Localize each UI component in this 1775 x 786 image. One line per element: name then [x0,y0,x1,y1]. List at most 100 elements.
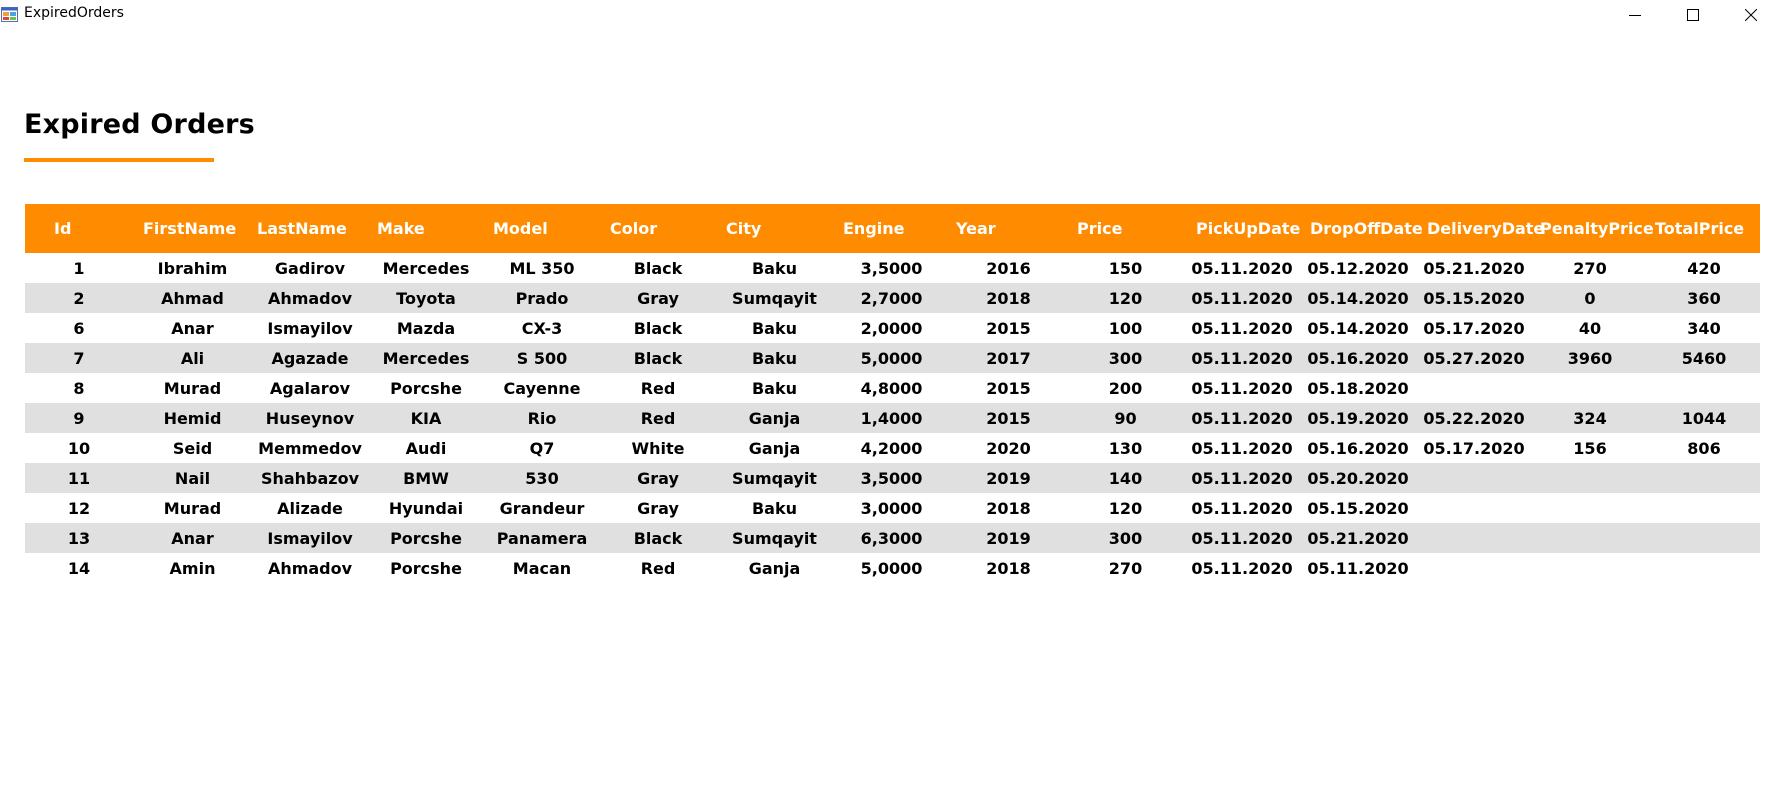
cell-penaltyprice[interactable]: 270 [1573,258,1607,278]
cell-engine[interactable]: 4,2000 [860,438,923,458]
column-header-price[interactable]: Price [1067,204,1184,253]
cell-pickupdate[interactable]: 05.11.2020 [1191,498,1293,518]
cell-city[interactable]: Ganja [748,438,801,458]
cell-penaltyprice[interactable]: 3960 [1532,343,1648,373]
cell-pickupdate[interactable]: 05.11.2020 [1184,343,1300,373]
cell-id[interactable]: 13 [25,523,133,553]
cell-make[interactable]: Mazda [396,318,456,338]
cell-dropoffdate[interactable]: 05.15.2020 [1307,498,1409,518]
cell-make[interactable]: Toyota [368,283,484,313]
cell-model[interactable]: Grandeur [499,498,585,518]
cell-price[interactable]: 90 [1067,403,1184,433]
cell-make[interactable]: BMW [368,463,484,493]
cell-deliverydate[interactable]: 05.22.2020 [1416,403,1532,433]
cell-color[interactable]: Gray [637,498,679,518]
cell-make[interactable]: Porcshe [390,558,462,578]
cell-color[interactable]: Red [640,558,676,578]
column-header-penaltyprice[interactable]: PenaltyPrice [1532,204,1654,253]
cell-price[interactable]: 140 [1067,463,1184,493]
table-row[interactable]: 2 Ahmad Ahmadov Toyota Prado Gray Sumqayit 2,70… [25,283,1760,313]
cell-deliverydate[interactable]: 05.17.2020 [1423,318,1525,338]
cell-totalprice[interactable] [1648,523,1760,553]
cell-dropoffdate[interactable]: 05.12.2020 [1307,258,1409,278]
cell-make[interactable]: Porcshe [390,378,462,398]
cell-city[interactable]: Ganja [748,558,801,578]
minimize-button[interactable] [1606,0,1664,30]
cell-pickupdate[interactable]: 05.11.2020 [1191,378,1293,398]
cell-engine[interactable]: 3,5000 [833,463,950,493]
cell-city[interactable]: Sumqayit [716,463,833,493]
cell-lastname[interactable]: Alizade [277,498,343,518]
cell-city[interactable]: Baku [716,343,833,373]
cell-lastname[interactable]: Agalarov [269,378,351,398]
cell-penaltyprice[interactable] [1532,373,1648,403]
cell-totalprice[interactable]: 1044 [1648,403,1760,433]
cell-price[interactable]: 120 [1108,498,1143,518]
cell-firstname[interactable]: Nail [133,463,252,493]
cell-lastname[interactable]: Shahbazov [252,463,368,493]
column-header-lastname[interactable]: LastName [252,204,368,253]
cell-penaltyprice[interactable]: 324 [1532,403,1648,433]
cell-year[interactable]: 2018 [986,498,1031,518]
cell-dropoffdate[interactable]: 05.14.2020 [1300,283,1416,313]
cell-color[interactable]: Gray [600,463,716,493]
close-button[interactable] [1722,0,1775,30]
cell-deliverydate[interactable]: 05.15.2020 [1416,283,1532,313]
cell-id[interactable]: 7 [25,343,133,373]
cell-model[interactable]: ML 350 [509,258,575,278]
column-header-city[interactable]: City [716,204,833,253]
table-row[interactable]: 10 Seid Memmedov Audi Q7 White Ganja 4,2000 2020… [25,433,1760,463]
cell-firstname[interactable]: Ahmad [133,283,252,313]
cell-year[interactable]: 2020 [986,438,1031,458]
cell-city[interactable]: Baku [751,498,798,518]
cell-dropoffdate[interactable]: 05.14.2020 [1307,318,1409,338]
cell-id[interactable]: 9 [25,403,133,433]
cell-lastname[interactable]: Ahmadov [267,558,353,578]
cell-price[interactable]: 300 [1067,523,1184,553]
table-row[interactable]: 11 Nail Shahbazov BMW 530 Gray Sumqayit 3,5000 2… [25,463,1760,493]
table-row[interactable]: 12 Murad Alizade Hyundai Grandeur Gray Baku 3,0… [25,493,1760,523]
cell-pickupdate[interactable]: 05.11.2020 [1191,258,1293,278]
cell-city[interactable]: Sumqayit [716,283,833,313]
column-header-totalprice[interactable]: TotalPrice [1648,204,1760,253]
table-row[interactable]: 14 Amin Ahmadov Porcshe Macan Red Ganja 5,0000 2… [25,553,1760,583]
cell-totalprice[interactable]: 5460 [1648,343,1760,373]
cell-color[interactable]: Black [633,318,683,338]
cell-year[interactable]: 2017 [950,343,1067,373]
cell-deliverydate[interactable] [1416,373,1532,403]
cell-penaltyprice[interactable]: 40 [1578,318,1602,338]
cell-dropoffdate[interactable]: 05.16.2020 [1300,343,1416,373]
cell-model[interactable]: Q7 [529,438,555,458]
column-header-firstname[interactable]: FirstName [133,204,252,253]
cell-model[interactable]: S 500 [484,343,600,373]
cell-id[interactable]: 12 [67,498,91,518]
cell-dropoffdate[interactable]: 05.11.2020 [1307,558,1409,578]
cell-price[interactable]: 300 [1067,343,1184,373]
cell-dropoffdate[interactable]: 05.16.2020 [1307,438,1409,458]
cell-city[interactable]: Baku [751,378,798,398]
cell-firstname[interactable]: Murad [163,378,222,398]
cell-lastname[interactable]: Agazade [252,343,368,373]
cell-city[interactable]: Baku [751,318,798,338]
cell-city[interactable]: Sumqayit [716,523,833,553]
cell-totalprice[interactable]: 360 [1648,283,1760,313]
cell-lastname[interactable]: Ahmadov [252,283,368,313]
cell-totalprice[interactable]: 340 [1687,318,1721,338]
cell-year[interactable]: 2015 [986,378,1031,398]
cell-penaltyprice[interactable] [1532,523,1648,553]
cell-year[interactable]: 2015 [950,403,1067,433]
cell-deliverydate[interactable]: 05.17.2020 [1423,438,1525,458]
cell-penaltyprice[interactable] [1532,493,1648,523]
cell-engine[interactable]: 2,0000 [860,318,923,338]
cell-price[interactable]: 200 [1108,378,1143,398]
cell-year[interactable]: 2018 [986,558,1031,578]
cell-penaltyprice[interactable] [1532,553,1648,583]
cell-model[interactable]: 530 [484,463,600,493]
cell-totalprice[interactable] [1648,373,1760,403]
cell-model[interactable]: Cayenne [503,378,581,398]
cell-id[interactable]: 11 [25,463,133,493]
cell-make[interactable]: KIA [368,403,484,433]
cell-firstname[interactable]: Ibrahim [157,258,228,278]
cell-make[interactable]: Hyundai [388,498,464,518]
cell-firstname[interactable]: Anar [133,523,252,553]
